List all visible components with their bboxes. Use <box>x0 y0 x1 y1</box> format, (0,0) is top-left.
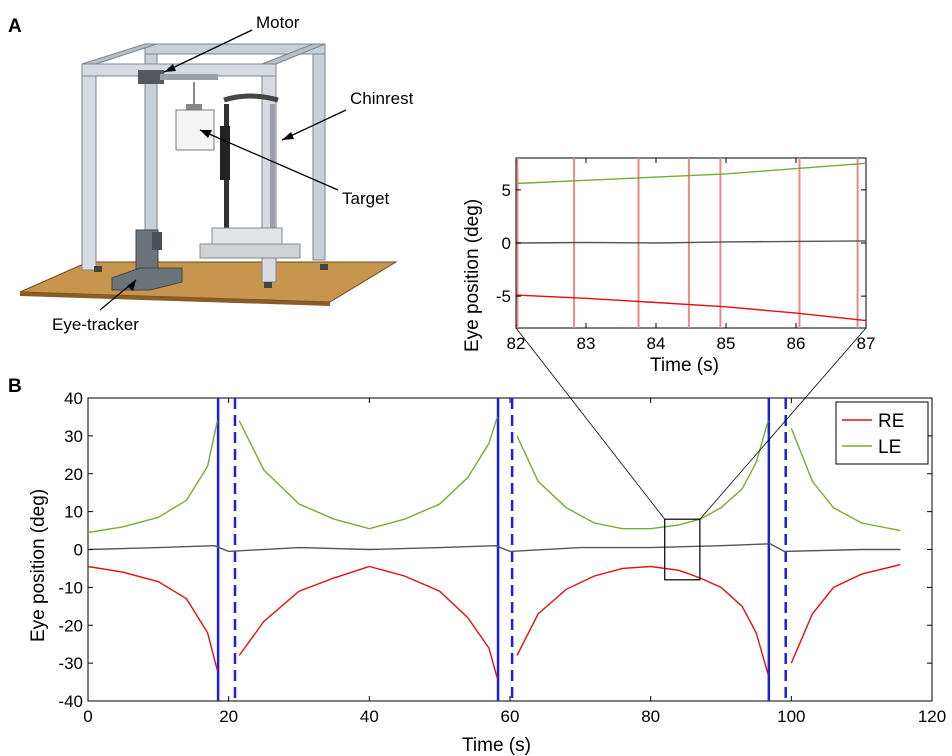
main-x-tick-label: 100 <box>777 707 805 726</box>
eye-tracker-label: Eye-tracker <box>52 315 139 334</box>
main-stimulus-lines <box>216 398 787 701</box>
main-x-tick-label: 60 <box>501 707 520 726</box>
chinrest-base <box>211 227 283 247</box>
main-y-tick-label: -30 <box>58 654 83 673</box>
inset-y-tick-label: 5 <box>502 181 511 200</box>
main-y-tick-label: 20 <box>64 465 83 484</box>
main-series <box>87 416 901 679</box>
chinrest-callout-arrowhead <box>282 132 294 140</box>
eye-tracker-camera <box>152 232 162 250</box>
zoom-connector-left <box>515 327 666 520</box>
panel-b-letter: B <box>8 376 22 397</box>
inset-x-tick-label: 87 <box>857 334 876 353</box>
inset-x-tick-label: 86 <box>787 334 806 353</box>
legend-label-re: RE <box>878 411 904 432</box>
motor-block <box>138 70 164 84</box>
inset-series-vergence-line <box>515 240 867 244</box>
base-edge <box>20 292 330 306</box>
foot <box>94 266 102 272</box>
motor-callout-arrowhead <box>164 64 176 72</box>
motor-callout-line <box>163 29 253 73</box>
foot <box>320 264 328 270</box>
main-x-tick-label: 120 <box>918 707 946 726</box>
inset-series-le-line <box>515 162 867 185</box>
frame-top-side-right <box>261 43 326 65</box>
main-y-tick-label: 0 <box>74 541 83 560</box>
inset-y-axis-label: Eye position (deg) <box>462 199 483 352</box>
frame-top-side-left <box>81 43 158 65</box>
main-plot-frame <box>87 397 933 702</box>
main-x-tick-label: 20 <box>219 707 238 726</box>
inset-axes: 82 83 84 85 86 87 -5 0 5 <box>496 158 876 353</box>
inset-y-tick-label: -5 <box>496 287 511 306</box>
inset-x-tick-label: 82 <box>507 334 526 353</box>
frame-top-back <box>144 43 326 55</box>
target-clamp <box>186 104 202 110</box>
main-y-tick-label: -40 <box>58 692 83 711</box>
inset-series-re-line <box>515 294 867 322</box>
inset-x-tick-label: 84 <box>647 334 666 353</box>
inset-x-tick-label: 85 <box>717 334 736 353</box>
chinrest-label: Chinrest <box>350 89 414 108</box>
main-y-tick-label: 10 <box>64 503 83 522</box>
panel-a-letter: A <box>8 16 22 37</box>
frame-post-back-right <box>312 47 326 261</box>
main-y-tick-label: -20 <box>58 616 83 635</box>
chinrest-headband <box>223 93 279 103</box>
chinrest-post-right <box>270 104 275 234</box>
zoom-connector-right <box>699 327 867 520</box>
main-x-tick-label: 40 <box>360 707 379 726</box>
main-series-le-line <box>87 416 901 534</box>
chinrest-cup <box>220 126 230 180</box>
main-x-tick-label: 80 <box>641 707 660 726</box>
main-y-tick-label: 30 <box>64 427 83 446</box>
inset-x-axis-label: Time (s) <box>650 355 719 376</box>
foot <box>264 282 272 288</box>
chinrest-callout-line <box>281 109 347 141</box>
motor-rail <box>160 74 218 80</box>
target-callout-arrowhead <box>200 130 212 138</box>
legend-box <box>835 401 929 465</box>
eye-tracker-callout-arrowhead <box>127 280 136 291</box>
main-x-tick-label: 0 <box>83 707 92 726</box>
wooden-base <box>19 261 398 303</box>
main-chart: 0 20 40 60 80 100 120 -40 -30 -20 -10 0 10 20 30 40 RE … <box>28 327 946 756</box>
inset-chart: 82 83 84 85 86 87 -5 0 5 Time (s) Eye position (… <box>462 157 876 376</box>
main-axes: 0 20 40 60 80 100 120 -40 -30 -20 -10 0 10 20 30 40 <box>58 389 946 726</box>
zoom-box <box>664 518 701 581</box>
inset-y-tick-label: 0 <box>502 234 511 253</box>
apparatus-illustration: Motor Chinrest Target Eye-tracker <box>19 13 414 334</box>
motor-label: Motor <box>256 13 300 32</box>
main-legend: RE LE <box>835 401 929 465</box>
main-series-vergence-line <box>87 543 901 553</box>
inset-x-tick-label: 83 <box>577 334 596 353</box>
chinrest-table <box>199 243 301 259</box>
main-y-tick-label: 40 <box>64 389 83 408</box>
target-callout-line <box>199 129 339 191</box>
target-label: Target <box>342 189 390 208</box>
main-x-axis-label: Time (s) <box>462 735 531 756</box>
frame-post-front-left <box>81 69 97 271</box>
main-series-re-line <box>87 563 901 679</box>
main-y-axis-label: Eye position (deg) <box>28 489 49 642</box>
legend-label-le: LE <box>878 437 901 458</box>
main-y-tick-label: -10 <box>58 578 83 597</box>
inset-series <box>515 162 867 322</box>
